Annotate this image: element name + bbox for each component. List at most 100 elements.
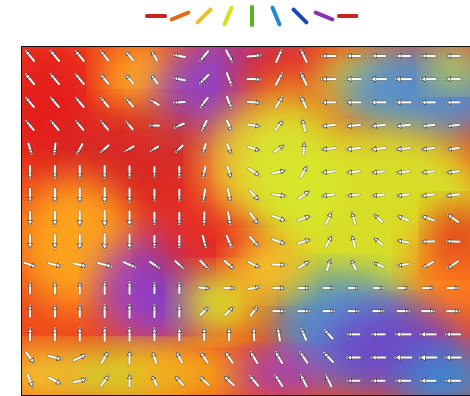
arrow-icon bbox=[26, 210, 34, 227]
arrow-icon bbox=[126, 349, 133, 366]
arrow-icon bbox=[226, 187, 233, 203]
arrow-icon bbox=[370, 52, 387, 60]
arrow-icon bbox=[420, 192, 436, 199]
arrow-icon bbox=[46, 354, 63, 361]
arrow-icon bbox=[246, 99, 262, 106]
arrow-icon bbox=[225, 142, 233, 156]
arrow-icon bbox=[250, 326, 257, 343]
arrow-icon bbox=[200, 119, 209, 132]
arrow-icon bbox=[345, 122, 362, 129]
arrow-icon bbox=[151, 234, 158, 249]
color-region bbox=[398, 349, 470, 395]
arrow-icon bbox=[126, 164, 133, 180]
arrow-icon bbox=[176, 281, 182, 295]
arrow-icon bbox=[225, 118, 233, 133]
arrow-icon bbox=[224, 350, 235, 365]
arrow-layer bbox=[22, 48, 463, 389]
arrow-icon bbox=[24, 72, 36, 86]
arrow-icon bbox=[443, 354, 463, 362]
arrow-icon bbox=[24, 49, 36, 63]
arrow-icon bbox=[51, 326, 58, 343]
arrow-icon bbox=[324, 373, 333, 388]
arrow-icon bbox=[370, 331, 387, 338]
arrow-icon bbox=[198, 375, 211, 387]
arrow-icon bbox=[122, 260, 137, 269]
arrow-icon bbox=[299, 95, 308, 110]
arrow-icon bbox=[394, 377, 412, 384]
arrow-icon bbox=[320, 76, 338, 83]
arrow-icon bbox=[372, 236, 385, 247]
vector-field-svg bbox=[22, 47, 470, 395]
arrow-icon bbox=[99, 374, 110, 388]
arrow-icon bbox=[274, 48, 284, 64]
arrow-icon bbox=[370, 122, 387, 129]
arrow-icon bbox=[176, 187, 183, 203]
arrow-icon bbox=[420, 169, 436, 176]
arrow-icon bbox=[345, 354, 362, 361]
arrow-icon bbox=[101, 280, 108, 296]
color-region bbox=[180, 270, 261, 335]
arrow-icon bbox=[199, 350, 210, 365]
arrow-icon bbox=[296, 285, 311, 291]
arrow-icon bbox=[419, 52, 437, 60]
arrow-icon bbox=[201, 142, 208, 156]
arrow-icon bbox=[173, 374, 185, 387]
arrow-icon bbox=[275, 326, 282, 342]
arrow-icon bbox=[75, 142, 84, 155]
arrow-icon bbox=[151, 210, 158, 226]
arrow-icon bbox=[370, 169, 387, 176]
arrow-icon bbox=[370, 145, 387, 153]
arrow-icon bbox=[27, 303, 33, 319]
arrow-icon bbox=[418, 330, 438, 338]
arrow-icon bbox=[225, 164, 233, 180]
arrow-icon bbox=[126, 186, 133, 204]
arrow-icon bbox=[299, 71, 309, 87]
arrow-icon bbox=[372, 213, 384, 224]
arrow-icon bbox=[226, 210, 233, 227]
arrow-icon bbox=[274, 71, 284, 87]
arrow-icon bbox=[27, 280, 33, 296]
arrow-icon bbox=[245, 52, 263, 59]
arrow-icon bbox=[271, 214, 287, 223]
arrow-icon bbox=[225, 71, 233, 87]
arrow-icon bbox=[51, 210, 58, 227]
arrow-icon bbox=[52, 303, 58, 319]
arrow-icon bbox=[248, 235, 260, 248]
arrow-icon bbox=[370, 377, 387, 384]
arrow-icon bbox=[198, 305, 210, 317]
arrow-icon bbox=[396, 238, 411, 245]
arrow-icon bbox=[347, 285, 360, 291]
arrow-icon bbox=[99, 350, 110, 365]
arrow-icon bbox=[51, 187, 58, 204]
arrow-icon bbox=[176, 326, 183, 342]
arrow-icon bbox=[150, 49, 159, 63]
arrow-icon bbox=[49, 95, 61, 109]
arrow-icon bbox=[297, 189, 311, 201]
arrow-icon bbox=[324, 234, 334, 249]
arrow-icon bbox=[149, 73, 160, 85]
arrow-icon bbox=[51, 233, 58, 250]
arrow-icon bbox=[396, 262, 411, 268]
arrow-icon bbox=[322, 351, 335, 364]
arrow-icon bbox=[99, 119, 110, 132]
arrow-icon bbox=[325, 257, 332, 272]
arrow-icon bbox=[369, 354, 387, 361]
arrow-icon bbox=[445, 99, 462, 106]
arrow-icon bbox=[395, 308, 411, 314]
arrow-icon bbox=[222, 285, 237, 291]
arrow-icon bbox=[394, 52, 412, 60]
arrow-icon bbox=[22, 261, 38, 269]
color-region bbox=[430, 204, 470, 268]
arrow-icon bbox=[124, 73, 135, 86]
arrow-icon bbox=[176, 234, 183, 249]
arrow-icon bbox=[321, 308, 336, 314]
arrow-icon bbox=[420, 308, 436, 315]
arrow-icon bbox=[420, 122, 437, 129]
arrow-icon bbox=[369, 99, 388, 106]
legend-bar bbox=[222, 5, 234, 27]
arrow-icon bbox=[174, 143, 185, 154]
arrow-icon bbox=[296, 308, 311, 314]
arrow-icon bbox=[126, 209, 133, 228]
arrow-icon bbox=[198, 49, 210, 63]
arrow-icon bbox=[247, 145, 261, 153]
